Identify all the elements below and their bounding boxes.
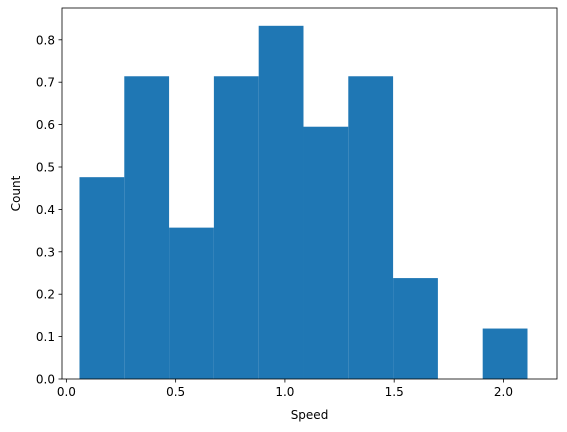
x-tick-label: 1.0 (275, 385, 294, 399)
y-tick-label: 0.7 (36, 76, 55, 90)
y-tick-label: 0.2 (36, 288, 55, 302)
x-axis-ticks: 0.0 0.5 1.0 1.5 2.0 (57, 379, 513, 399)
y-tick-label: 0.3 (36, 245, 55, 259)
histogram-bar (348, 76, 394, 379)
y-tick-label: 0.5 (36, 161, 55, 175)
histogram-bar (258, 25, 304, 379)
x-tick-label: 2.0 (494, 385, 513, 399)
x-tick-label: 1.5 (385, 385, 404, 399)
histogram-bar (124, 76, 170, 379)
x-axis-label: Speed (291, 408, 329, 422)
histogram-bar (393, 278, 438, 379)
plot-frame (61, 7, 558, 380)
histogram-bar (482, 328, 528, 379)
histogram-bar (213, 76, 259, 379)
y-tick-label: 0.1 (36, 330, 55, 344)
y-tick-label: 0.0 (36, 373, 55, 387)
x-tick-label: 0.5 (166, 385, 185, 399)
histogram-bar (79, 177, 125, 379)
histogram-bar (303, 126, 349, 379)
histogram-bar (169, 227, 214, 379)
y-axis-label: Count (9, 175, 23, 211)
x-tick-label: 0.0 (57, 385, 76, 399)
y-axis-ticks: 0.0 0.1 0.2 0.3 0.4 0.5 0.6 0.7 0.8 (36, 33, 62, 387)
y-tick-label: 0.4 (36, 203, 55, 217)
y-tick-label: 0.6 (36, 118, 55, 132)
y-tick-label: 0.8 (36, 33, 55, 47)
histogram-bars (79, 25, 528, 379)
